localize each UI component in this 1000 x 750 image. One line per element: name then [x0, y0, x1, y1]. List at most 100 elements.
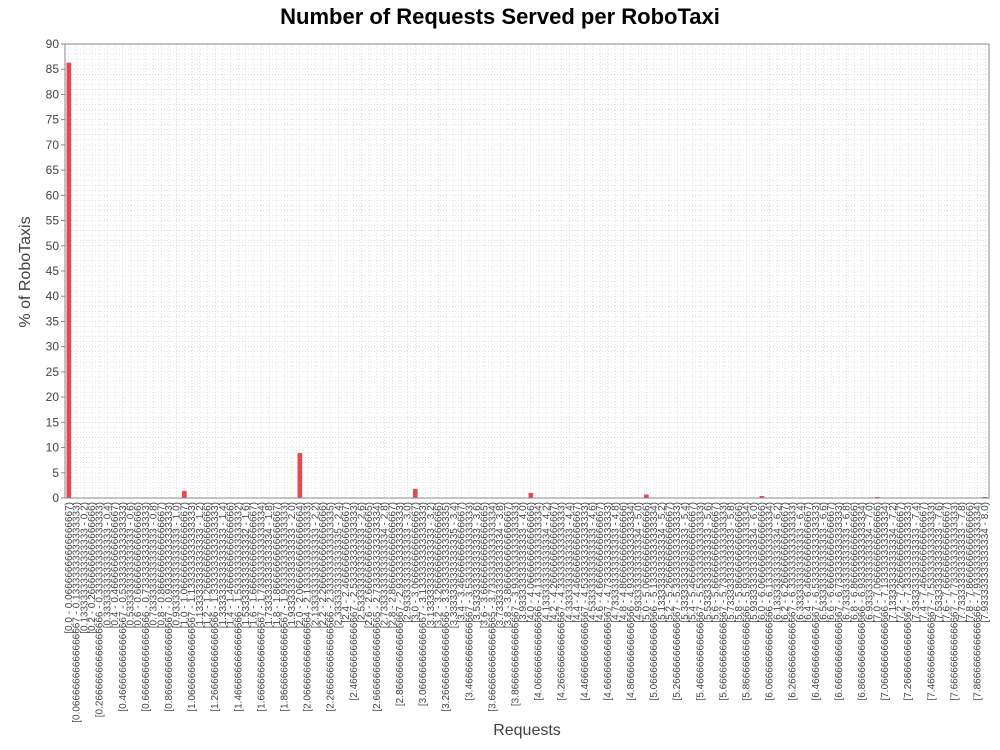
x-tick-label: [2.2 - 2.2666666666666666): [318, 502, 329, 628]
x-tick-label: [3.533333333333333 - 3.6): [472, 502, 483, 623]
x-tick-label: [1.4 - 1.4666666666666666): [226, 502, 237, 628]
x-tick-label: [1.8 - 1.8666666666666667): [272, 502, 283, 628]
chart-title: Number of Requests Served per RoboTaxi: [280, 4, 720, 29]
x-tick-label: [5.066666666666666 - 5.133333333333334): [649, 502, 660, 701]
x-tick-label: [6.733333333333333 - 6.8): [842, 502, 853, 623]
bar: [875, 496, 880, 498]
x-tick-label: [6.066666666666666 - 6.133333333333334): [765, 502, 776, 701]
y-tick-label: 30: [46, 340, 60, 354]
x-tick-label: [7.866666666666666 - 7.933333333333334): [972, 502, 983, 701]
bar: [644, 494, 649, 498]
x-tick-label: [4.4 - 4.466666666666667): [572, 502, 583, 623]
x-tick-label: [5.866666666666666 - 5.933333333333334): [741, 502, 752, 701]
x-tick-label: [7.666666666666667 - 7.733333333333333): [949, 502, 960, 701]
x-tick-label: [4.666666666666667 - 4.733333333333333): [603, 502, 614, 701]
x-tick-label: [5.933333333333334 - 6.0): [749, 502, 760, 623]
x-tick-label: [7.8 - 7.866666666666666): [965, 502, 976, 623]
x-tick-label: [4.733333333333333 - 4.8): [611, 502, 622, 623]
y-tick-label: 35: [46, 314, 60, 328]
x-tick-label: [6.8 - 6.866666666666666): [849, 502, 860, 623]
y-tick-label: 55: [46, 214, 60, 228]
x-tick-label: [2.3333333333333335 - 2.4): [333, 502, 344, 628]
x-tick-label: [4.2 - 4.266666666666667): [549, 502, 560, 623]
y-tick-label: 65: [46, 163, 60, 177]
x-tick-label: [4.333333333333333 - 4.4): [564, 502, 575, 623]
x-tick-label: [7.0 - 7.066666666666666): [872, 502, 883, 623]
x-tick-label: [1.0666666666666667 - 1.1333333333333333…: [187, 502, 198, 712]
x-tick-label: [1.1333333333333333 - 1.2): [195, 502, 206, 628]
x-tick-label: [7.4 - 7.466666666666667): [919, 502, 930, 623]
x-tick-label: [3.933333333333333 - 4.0): [518, 502, 529, 623]
x-tick-label: [6.333333333333333 - 6.4): [795, 502, 806, 623]
x-tick-label: [0.06666666666666667 - 0.133333333333333…: [72, 502, 83, 723]
y-tick-label: 80: [46, 87, 60, 101]
x-tick-label: [7.6 - 7.666666666666667): [942, 502, 953, 623]
y-tick-label: 90: [46, 37, 60, 51]
x-tick-label: [6.266666666666667 - 6.333333333333333): [788, 502, 799, 701]
x-tick-label: [4.933333333333334 - 5.0): [634, 502, 645, 623]
x-tick-label: [4.066666666666666 - 4.133333333333334): [534, 502, 545, 701]
x-tick-label: [3.8 - 3.8666666666666667): [503, 502, 514, 628]
x-tick-label: [0.6666666666666666 - 0.7333333333333333…: [141, 502, 152, 712]
x-tick-label: [7.133333333333334 - 7.2): [888, 502, 899, 623]
y-tick-label: 45: [46, 264, 60, 278]
bar: [759, 495, 765, 498]
x-tick-label: [7.066666666666666 - 7.133333333333334): [880, 502, 891, 701]
x-tick-label: [2.0666666666666664 - 2.1333333333333333…: [303, 502, 314, 712]
x-tick-label: [4.533333333333333 - 4.6): [587, 502, 598, 623]
x-tick-label: [7.266666666666667 - 7.333333333333333): [903, 502, 914, 701]
y-tick-labels: 0 5 10 15 20 25 30 35 40 45 50 55 60 65 70 75 80 85 90: [46, 37, 65, 505]
bar: [413, 488, 418, 498]
x-tick-label: [3.6 - 3.6666666666666665): [480, 502, 491, 628]
x-tick-label: [6.133333333333334 - 6.2): [772, 502, 783, 623]
x-tick-label: [6.866666666666666 - 6.933333333333334): [857, 502, 868, 701]
x-tick-label: [3.8666666666666667 - 3.933333333333333): [510, 502, 521, 706]
x-tick-label: [3.0 - 3.066666666666667): [410, 502, 421, 623]
y-tick-label: 50: [46, 239, 60, 253]
x-tick-label: [0.8666666666666667 - 0.9333333333333333…: [164, 502, 175, 712]
x-tick-label: [2.8 - 2.8666666666666667): [387, 502, 398, 628]
x-tick-label: [5.666666666666667 - 5.733333333333333): [718, 502, 729, 701]
x-tick-label: [0.2 - 0.26666666666666666): [87, 502, 98, 634]
x-tick-label: [1.4666666666666666 - 1.5333333333333332…: [233, 502, 244, 712]
x-tick-label: [0.9333333333333333 - 1.0): [172, 502, 183, 628]
x-tick-label: [1.6666666666666667 - 1.7333333333333334…: [256, 502, 267, 712]
x-tick-label: [0.8 - 0.8666666666666667): [156, 502, 167, 628]
x-tick-label: [7.933333333333334 - 8.0): [980, 502, 991, 623]
x-tick-label: [6.666666666666667 - 6.733333333333333): [834, 502, 845, 701]
x-tick-label: [7.466666666666667 - 7.533333333333333): [926, 502, 937, 701]
x-tick-label: [2.933333333333333 - 3.0): [403, 502, 414, 623]
x-tick-label: [5.266666666666667 - 5.333333333333333): [672, 502, 683, 701]
x-tick-label: [2.6 - 2.6666666666666665): [364, 502, 375, 628]
x-tick-label: [3.1333333333333333 - 3.2): [426, 502, 437, 628]
x-tick-label: [1.5333333333333332 - 1.6): [241, 502, 252, 628]
bar: [297, 453, 303, 498]
bar: [182, 490, 187, 498]
y-tick-label: 40: [46, 289, 60, 303]
x-tick-label: [5.8 - 5.866666666666666): [734, 502, 745, 623]
x-tick-label: [4.133333333333334 - 4.2): [541, 502, 552, 623]
x-tick-label: [0.7333333333333333 - 0.8): [149, 502, 160, 628]
y-tick-label: 85: [46, 62, 60, 76]
y-tick-label: 20: [46, 390, 60, 404]
x-tick-label: [4.8 - 4.866666666666666): [618, 502, 629, 623]
x-tick-label: [3.466666666666667 - 3.533333333333333): [464, 502, 475, 701]
x-tick-label: [4.466666666666667 - 4.533333333333333): [580, 502, 591, 701]
x-tick-label: [3.6666666666666665 - 3.7333333333333334…: [487, 502, 498, 712]
x-tick-label: [3.7333333333333334 - 3.8): [495, 502, 506, 628]
x-tick-label: [3.2666666666666666 - 3.3333333333333335…: [441, 502, 452, 712]
x-tick-label: [1.8666666666666667 - 1.9333333333333333…: [279, 502, 290, 712]
x-tick-label: [2.0 - 2.0666666666666664): [295, 502, 306, 628]
x-tick-label: [2.7333333333333334 - 2.8): [380, 502, 391, 628]
x-tick-label: [3.066666666666667 - 3.1333333333333333): [418, 502, 429, 706]
x-tick-label: [4.0 - 4.066666666666666): [526, 502, 537, 623]
x-tick-label: [3.4 - 3.466666666666667): [457, 502, 468, 623]
x-tick-label: [2.2666666666666666 - 2.3333333333333335…: [326, 502, 337, 712]
x-tick-label: [0.3333333333333333 - 0.4): [102, 502, 113, 628]
x-tick-label: [3.2 - 3.2666666666666666): [433, 502, 444, 628]
y-tick-label: 15: [46, 415, 60, 429]
y-tick-label: 70: [46, 138, 60, 152]
x-tick-label: [1.9333333333333333 - 2.0): [287, 502, 298, 628]
x-tick-label: [1.7333333333333334 - 1.8): [264, 502, 275, 628]
grid-lines: [65, 43, 989, 499]
